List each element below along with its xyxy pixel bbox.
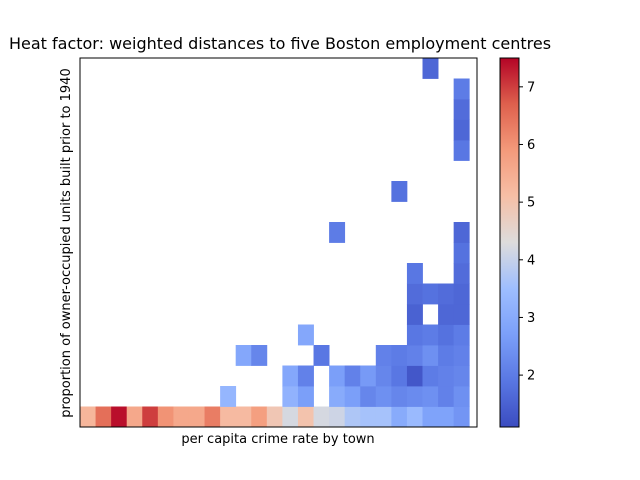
heatmap-cell xyxy=(391,345,408,366)
heatmap-cell xyxy=(453,222,470,243)
heatmap-cell xyxy=(453,345,470,366)
heatmap-cell xyxy=(80,406,96,428)
plot-frame xyxy=(79,57,478,428)
heatmap-cell xyxy=(220,386,237,407)
heatmap-cell xyxy=(375,365,392,387)
heatmap-cell xyxy=(453,263,470,284)
heatmap-cell xyxy=(406,324,423,346)
heatmap-cell xyxy=(422,386,439,407)
colorbar-ticks: 2 3 4 5 6 7 xyxy=(519,80,535,384)
heatmap-cell xyxy=(282,386,299,407)
heatmap-cell xyxy=(422,283,439,305)
heatmap-cell xyxy=(360,386,377,407)
heatmap-cell xyxy=(360,406,377,428)
heatmap-cell xyxy=(220,406,237,428)
heatmap-cell xyxy=(235,345,252,366)
heatmap-cell xyxy=(297,406,314,428)
colorbar-tick-label: 5 xyxy=(527,196,535,211)
heatmap-cell xyxy=(422,365,439,387)
heatmap-cell xyxy=(406,304,423,325)
heatmap-cell xyxy=(422,58,439,79)
heatmap-cell xyxy=(391,365,408,387)
heatmap-cell xyxy=(375,406,392,428)
heatmap-cell xyxy=(453,304,470,325)
colorbar-tick-label: 7 xyxy=(527,80,535,95)
heatmap-cell xyxy=(406,386,423,407)
heatmap-cell xyxy=(422,345,439,366)
x-axis-label: per capita crime rate by town xyxy=(181,432,374,447)
heatmap-cell xyxy=(453,242,470,264)
heatmap-cell xyxy=(297,386,314,407)
heatmap-cell xyxy=(344,365,361,387)
chart-title: Heat factor: weighted distances to five … xyxy=(9,34,551,53)
heatmap-cell xyxy=(453,78,470,100)
heatmap-cells xyxy=(80,58,470,428)
heatmap-cell xyxy=(453,406,470,428)
heatmap-cell xyxy=(453,283,470,305)
heatmap-cell xyxy=(406,263,423,284)
heatmap-cell xyxy=(406,365,423,387)
heatmap-cell xyxy=(453,365,470,387)
colorbar-tick-label: 6 xyxy=(527,138,535,153)
heatmap-cell xyxy=(438,406,455,428)
heatmap-cell xyxy=(204,406,221,428)
heatmap-cell xyxy=(344,406,361,428)
heatmap-cell xyxy=(438,345,455,366)
heatmap-cell xyxy=(313,406,330,428)
heatmap-cell xyxy=(126,406,143,428)
heatmap-cell xyxy=(297,324,314,346)
heatmap-cell xyxy=(111,406,128,428)
heatmap-cell xyxy=(235,406,252,428)
heatmap-cell xyxy=(438,304,455,325)
heatmap-cell xyxy=(391,406,408,428)
heatmap-cell xyxy=(297,365,314,387)
heatmap-cell xyxy=(453,324,470,346)
heatmap-cell xyxy=(453,386,470,407)
heatmap-cell xyxy=(251,345,268,366)
heatmap-cell xyxy=(142,406,159,428)
heatmap-cell xyxy=(282,406,299,428)
heatmap-cell xyxy=(406,406,423,428)
y-axis-label: proportion of owner-occupied units built… xyxy=(59,68,74,417)
heatmap-cell xyxy=(453,99,470,120)
heatmap-cell xyxy=(406,283,423,305)
heatmap-cell xyxy=(438,386,455,407)
heatmap-cell xyxy=(251,406,268,428)
heatmap-cell xyxy=(453,140,470,161)
heatmap-cell xyxy=(422,406,439,428)
heatmap-cell xyxy=(95,406,112,428)
heatmap-cell xyxy=(438,365,455,387)
heatmap-cell xyxy=(360,365,377,387)
heatmap-cell xyxy=(266,406,283,428)
heatmap-cell xyxy=(329,365,346,387)
heatmap-cell xyxy=(391,181,408,202)
colorbar xyxy=(499,57,520,428)
heatmap-cell xyxy=(173,406,190,428)
heatmap-cell xyxy=(422,324,439,346)
heatmap-cell xyxy=(375,386,392,407)
heatmap-cell xyxy=(344,386,361,407)
heatmap-cell xyxy=(406,345,423,366)
heatmap-cell xyxy=(391,386,408,407)
colorbar-tick-label: 2 xyxy=(527,369,535,384)
colorbar-tick-label: 3 xyxy=(527,311,535,326)
heatmap-cell xyxy=(438,283,455,305)
heatmap-cell xyxy=(157,406,174,428)
heatmap-cell xyxy=(329,222,346,243)
heatmap-cell xyxy=(375,345,392,366)
heatmap-cell xyxy=(313,345,330,366)
heatmap-cell xyxy=(329,386,346,407)
heatmap-cell xyxy=(329,406,346,428)
heatmap-cell xyxy=(282,365,299,387)
heatmap-cell xyxy=(438,324,455,346)
colorbar-tick-label: 4 xyxy=(527,253,535,268)
heatmap-cell xyxy=(453,119,470,141)
heatmap-cell xyxy=(188,406,205,428)
